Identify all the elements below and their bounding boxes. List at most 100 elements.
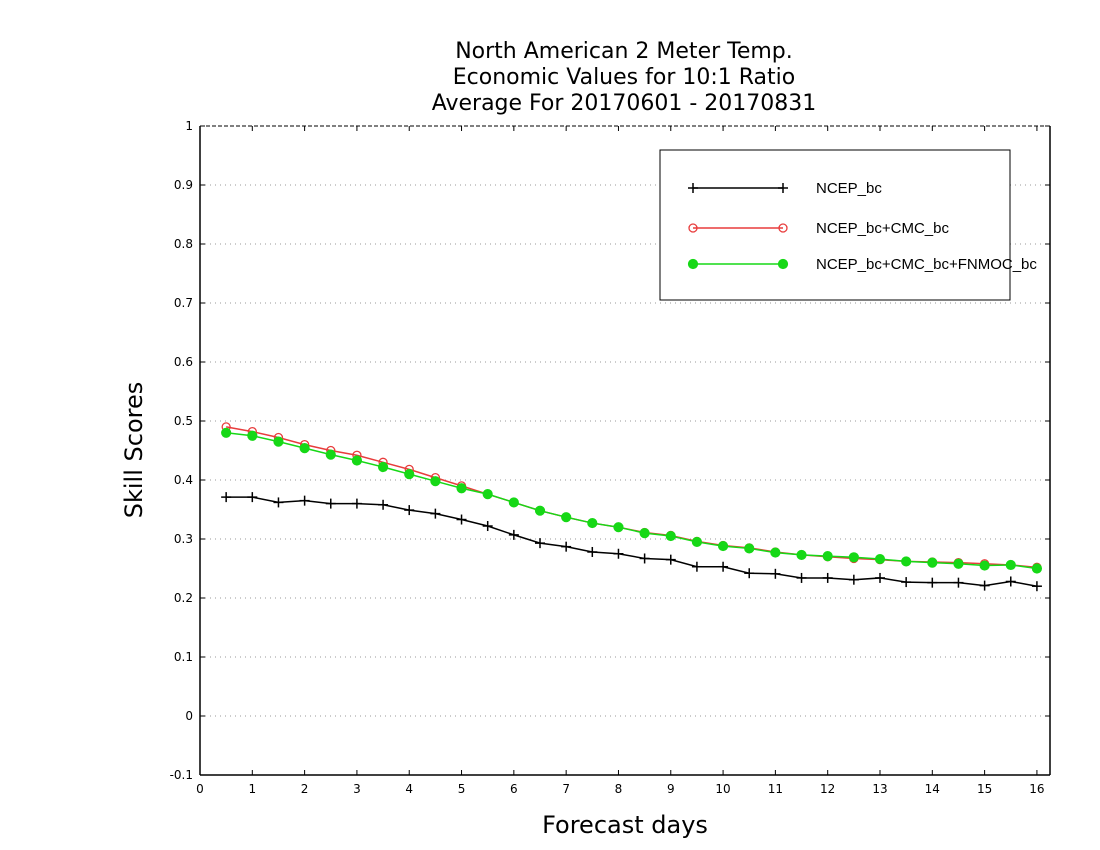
- data-point: [770, 568, 781, 579]
- data-point: [875, 572, 885, 583]
- grid-lines: [200, 184, 1050, 717]
- series-1: [221, 492, 1042, 592]
- data-point: [979, 580, 990, 591]
- data-point: [351, 455, 363, 466]
- x-tick-label: 6: [510, 782, 518, 796]
- chart-title-line-3: Average For 20170601 - 20170831: [432, 91, 817, 116]
- data-point: [587, 546, 598, 557]
- y-axis-title: Skill Scores: [120, 382, 148, 519]
- data-point: [665, 530, 676, 542]
- series-line: [226, 496, 1038, 587]
- y-tick-label: 0.5: [174, 414, 193, 428]
- legend-label: NCEP_bc: [816, 180, 882, 197]
- data-point: [901, 556, 912, 567]
- data-point: [717, 540, 729, 552]
- x-tick-label: 12: [820, 782, 835, 796]
- data-point: [430, 508, 441, 519]
- data-point: [456, 483, 467, 494]
- legend-marker: [778, 223, 788, 233]
- x-tick-label: 4: [405, 782, 413, 796]
- legend: NCEP_bc NCEP_bc+CMC_bc NCEP_bc+CMC_bc+FNMO…: [659, 149, 1037, 301]
- data-point: [299, 443, 310, 454]
- data-point: [874, 553, 886, 565]
- y-tick-label: 1: [185, 119, 193, 133]
- y-tick-label: 0.3: [174, 532, 193, 546]
- data-point: [848, 574, 859, 585]
- x-tick-label: 2: [301, 782, 309, 796]
- y-tick-label: 0: [185, 709, 193, 723]
- data-point: [325, 449, 336, 460]
- data-point: [247, 430, 258, 441]
- data-point: [796, 549, 807, 561]
- data-point: [613, 522, 624, 533]
- data-point: [691, 561, 702, 572]
- data-point: [430, 476, 441, 487]
- data-point: [508, 497, 519, 508]
- data-point: [665, 554, 676, 565]
- x-tick-label: 1: [248, 782, 256, 796]
- data-point: [927, 577, 938, 588]
- y-tick-label: -0.1: [170, 768, 193, 782]
- data-point: [639, 528, 650, 539]
- data-point: [613, 548, 624, 559]
- data-point: [325, 498, 336, 509]
- legend-label: NCEP_bc+CMC_bc: [816, 220, 949, 237]
- data-point: [639, 553, 650, 564]
- legend-label: NCEP_bc+CMC_bc+FNMOC_bc: [816, 256, 1037, 273]
- data-point: [744, 568, 755, 579]
- tick-marks: -0.100.10.20.30.40.50.60.70.80.910 1 2 3 4 5 6…: [170, 119, 1050, 796]
- data-point: [561, 541, 572, 552]
- y-tick-label: 0.8: [174, 237, 193, 251]
- data-point: [979, 560, 990, 571]
- data-point: [221, 492, 232, 503]
- series-line: [226, 426, 1037, 569]
- legend-marker: [688, 223, 698, 233]
- data-point: [404, 469, 415, 480]
- x-tick-label: 14: [925, 782, 940, 796]
- legend-marker: [778, 183, 788, 193]
- series-layer: [221, 422, 1043, 592]
- data-point: [822, 572, 833, 583]
- x-tick-label: 0: [196, 782, 204, 796]
- x-tick-label: 9: [667, 782, 675, 796]
- data-point: [482, 521, 493, 532]
- data-point: [221, 427, 232, 438]
- legend-marker: [688, 183, 698, 193]
- data-point: [848, 552, 859, 563]
- data-point: [377, 461, 389, 473]
- x-tick-label: 13: [872, 782, 887, 796]
- data-point: [535, 538, 545, 549]
- data-point: [901, 577, 912, 588]
- legend-item: NCEP_bc+CMC_bc: [688, 220, 949, 237]
- x-tick-label: 7: [562, 782, 570, 796]
- x-tick-label: 16: [1029, 782, 1044, 796]
- y-tick-label: 0.7: [174, 296, 193, 310]
- data-point: [404, 505, 415, 516]
- x-tick-label: 10: [715, 782, 730, 796]
- data-point: [482, 489, 493, 500]
- data-point: [796, 572, 807, 583]
- x-axis-title: Forecast days: [542, 811, 708, 839]
- data-point: [1005, 559, 1016, 571]
- data-point: [534, 505, 546, 516]
- x-tick-label: 15: [977, 782, 992, 796]
- data-point: [953, 577, 964, 588]
- legend-marker: [777, 258, 789, 270]
- x-tick-label: 8: [615, 782, 623, 796]
- y-tick-label: 0.4: [174, 473, 193, 487]
- data-point: [378, 499, 389, 510]
- series-3: [221, 427, 1043, 574]
- y-tick-label: 0.9: [174, 178, 193, 192]
- axes: [199, 125, 1051, 776]
- data-point: [1031, 563, 1043, 574]
- data-point: [770, 547, 781, 558]
- data-point: [587, 517, 598, 529]
- data-point: [273, 436, 284, 447]
- data-point: [561, 512, 572, 523]
- data-point: [927, 557, 938, 568]
- series-2: [221, 422, 1042, 572]
- data-point: [1031, 581, 1042, 592]
- x-tick-label: 5: [458, 782, 466, 796]
- legend-marker: [687, 258, 699, 270]
